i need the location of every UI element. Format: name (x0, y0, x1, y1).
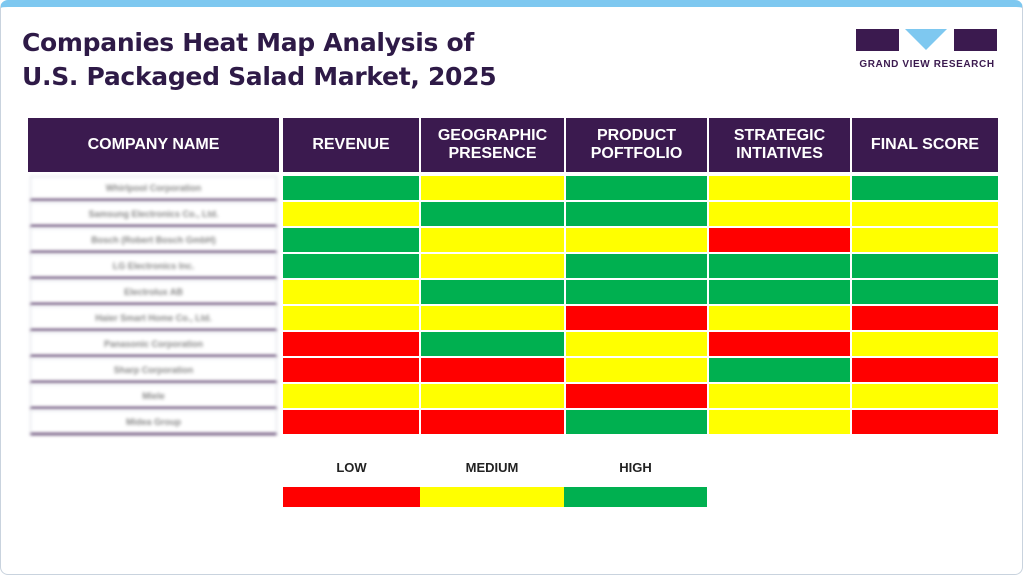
heat-cell (852, 176, 998, 200)
heat-cell (566, 254, 707, 278)
company-name: Miele (30, 384, 277, 409)
column-header: GEOGRAPHIC PRESENCE (421, 118, 564, 172)
heat-cell (421, 280, 564, 304)
heat-cell (566, 306, 707, 330)
heat-cell (852, 358, 998, 382)
heat-cell (421, 358, 564, 382)
heat-cell (421, 332, 564, 356)
company-name: Samsung Electronics Co., Ltd. (30, 202, 277, 227)
heat-cell (709, 254, 850, 278)
heat-cell (852, 202, 998, 226)
column-header: COMPANY NAME (28, 118, 279, 172)
heat-cell (709, 358, 850, 382)
heat-cell (283, 332, 419, 356)
heat-cell (709, 202, 850, 226)
heat-cell (421, 306, 564, 330)
legend-swatch (283, 487, 420, 507)
heat-cell (852, 384, 998, 408)
legend-label: MEDIUM (465, 460, 519, 475)
logo-text: GRAND VIEW RESEARCH (859, 59, 994, 70)
company-name: Electrolux AB (30, 280, 277, 305)
heat-cell (421, 228, 564, 252)
heat-cell (566, 228, 707, 252)
heat-cell (421, 254, 564, 278)
heat-cell (852, 228, 998, 252)
title-line: Companies Heat Map Analysis of (22, 28, 474, 57)
logo: GRAND VIEW RESEARCH (856, 29, 997, 70)
column-header: REVENUE (283, 118, 419, 172)
heat-cell (709, 176, 850, 200)
heat-cell (283, 254, 419, 278)
heat-cell (852, 306, 998, 330)
legend-swatch (420, 487, 564, 507)
heat-cell (421, 202, 564, 226)
column-header: STRATEGIC INTIATIVES (709, 118, 850, 172)
title-line: U.S. Packaged Salad Market, 2025 (22, 62, 497, 91)
company-name: Panasonic Corporation (30, 332, 277, 357)
heat-cell (421, 410, 564, 434)
heat-cell (566, 202, 707, 226)
company-name: Midea Group (30, 410, 277, 435)
company-name: Sharp Corporation (30, 358, 277, 383)
heat-cell (566, 358, 707, 382)
heat-cell (283, 306, 419, 330)
legend-label: HIGH (619, 460, 652, 475)
heat-cell (283, 202, 419, 226)
heat-cell (709, 332, 850, 356)
heat-cell (283, 228, 419, 252)
heat-cell (283, 176, 419, 200)
heat-cell (709, 228, 850, 252)
heat-cell (709, 306, 850, 330)
heat-cell (566, 410, 707, 434)
company-name: LG Electronics Inc. (30, 254, 277, 279)
heat-cell (283, 358, 419, 382)
heat-cell (852, 410, 998, 434)
heat-cell (852, 254, 998, 278)
heat-cell (566, 332, 707, 356)
heat-cell (421, 384, 564, 408)
column-header: PRODUCT POFTFOLIO (566, 118, 707, 172)
heat-cell (566, 280, 707, 304)
legend-label: LOW (336, 460, 367, 475)
company-name: Bosch (Robert Bosch GmbH) (30, 228, 277, 253)
heat-cell (709, 410, 850, 434)
company-name: Haier Smart Home Co., Ltd. (30, 306, 277, 331)
heat-cell (283, 410, 419, 434)
heat-cell (852, 332, 998, 356)
heat-cell (709, 384, 850, 408)
legend-swatch (564, 487, 707, 507)
company-name: Whirlpool Corporation (30, 176, 277, 201)
heat-cell (852, 280, 998, 304)
heat-cell (283, 384, 419, 408)
heat-cell (709, 280, 850, 304)
column-header: FINAL SCORE (852, 118, 998, 172)
heat-cell (566, 384, 707, 408)
heat-cell (283, 280, 419, 304)
heat-cell (421, 176, 564, 200)
heat-cell (566, 176, 707, 200)
